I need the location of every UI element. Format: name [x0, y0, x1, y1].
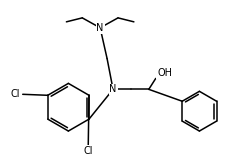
Text: OH: OH [157, 68, 172, 78]
Text: Cl: Cl [83, 146, 93, 156]
Text: N: N [109, 84, 117, 94]
Text: Cl: Cl [10, 89, 20, 99]
Text: N: N [97, 23, 104, 33]
